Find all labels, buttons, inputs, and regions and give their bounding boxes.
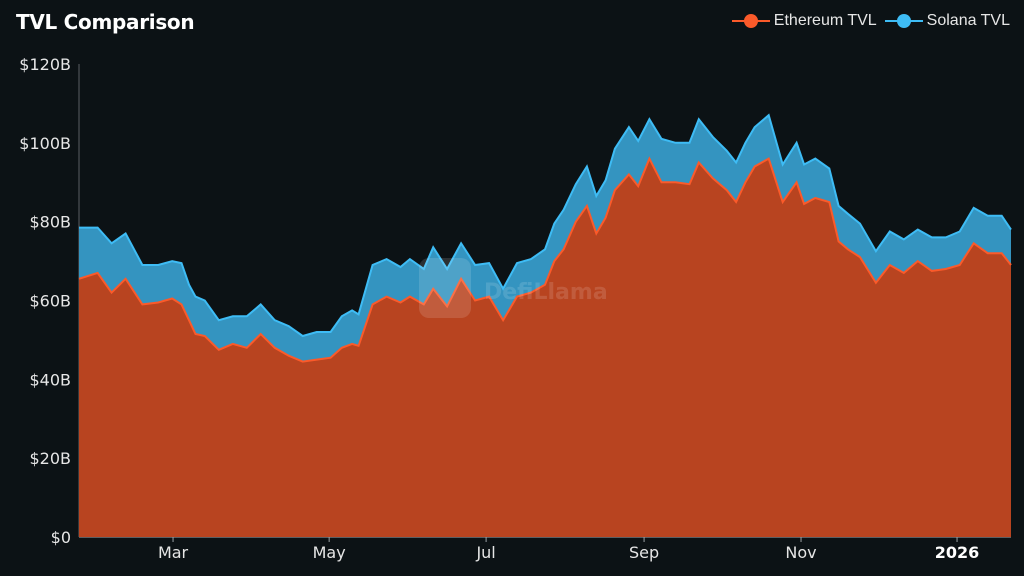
y-tick-label: $40B	[29, 370, 71, 389]
solana-line	[79, 113, 1012, 338]
legend-item-ethereum[interactable]: Ethereum TVL	[731, 12, 877, 30]
y-tick-label: $100B	[19, 134, 71, 153]
legend-label-ethereum: Ethereum TVL	[773, 12, 877, 29]
y-tick-label: $80B	[29, 213, 71, 232]
y-axis: $0 $20B $40B $60B $80B $100B $120B	[19, 55, 80, 547]
llama-logo-icon	[419, 258, 471, 318]
legend-item-solana[interactable]: Solana TVL	[884, 12, 1010, 30]
ethereum-area	[79, 158, 1011, 537]
x-tick-label: Jul	[475, 543, 495, 562]
x-tick-label: May	[313, 543, 346, 562]
chart-legend: Ethereum TVL Solana TVL	[731, 12, 1010, 30]
legend-label-solana: Solana TVL	[926, 12, 1010, 29]
solana-area	[79, 115, 1011, 362]
y-tick-label: $0	[51, 528, 71, 547]
ethereum-line	[78, 156, 1012, 363]
chart-title: TVL Comparison	[16, 10, 195, 34]
svg-text:DefiLlama: DefiLlama	[484, 280, 608, 305]
legend-marker-icon	[884, 13, 923, 29]
y-tick-label: $20B	[29, 449, 71, 468]
x-tick-label: Mar	[158, 543, 189, 562]
x-tick-label: Sep	[629, 543, 659, 562]
y-tick-label: $60B	[29, 292, 71, 311]
y-tick-label: $120B	[19, 55, 71, 74]
defillama-watermark: DefiLlama	[419, 258, 608, 318]
x-axis: Mar May Jul Sep Nov 2026	[79, 537, 1011, 562]
legend-marker-icon	[731, 13, 770, 29]
x-tick-label: Nov	[785, 543, 816, 562]
x-tick-label: 2026	[935, 543, 980, 562]
plot-area[interactable]: DefiLlama	[78, 113, 1012, 537]
